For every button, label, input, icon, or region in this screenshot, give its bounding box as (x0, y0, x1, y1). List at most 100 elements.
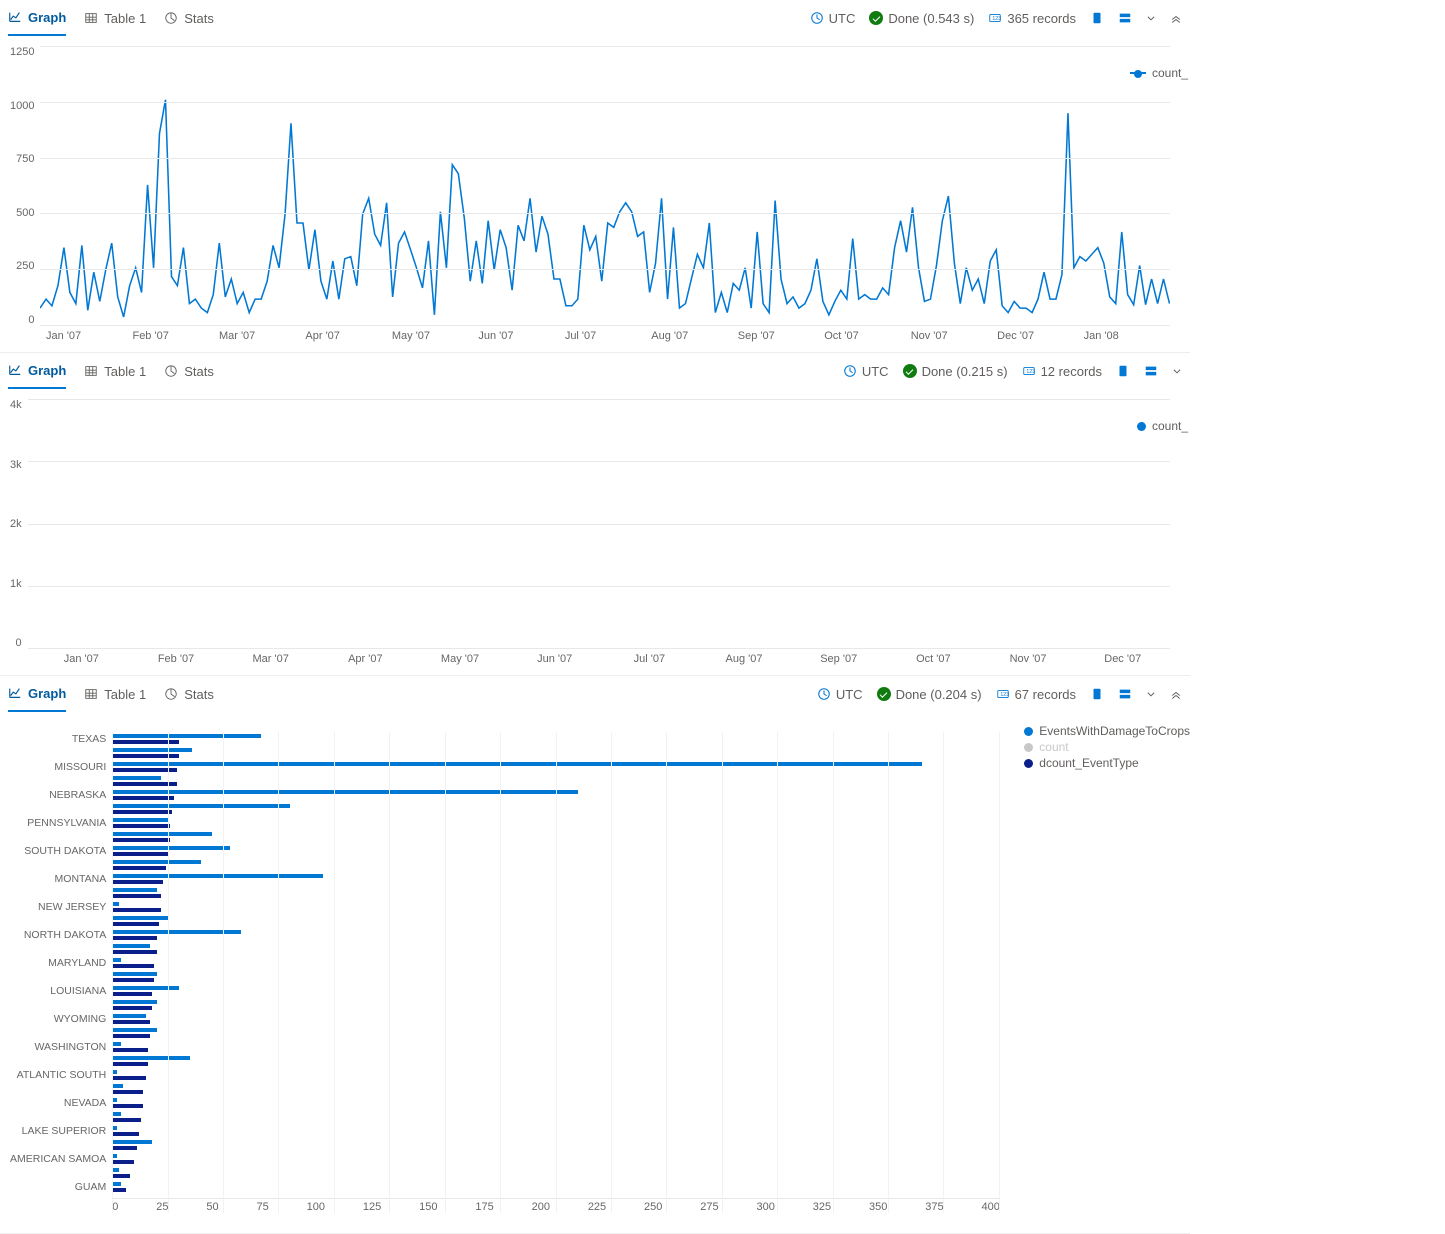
hbar[interactable] (112, 922, 159, 926)
hbar[interactable] (112, 1090, 143, 1094)
tab-stats[interactable]: Stats (164, 676, 214, 712)
hbar[interactable] (112, 1056, 190, 1060)
hbar[interactable] (112, 978, 154, 982)
hbar[interactable] (112, 776, 161, 780)
copy-button[interactable] (1116, 364, 1130, 378)
hbar[interactable] (112, 754, 179, 758)
hbar[interactable] (112, 866, 165, 870)
tab-graph[interactable]: Graph (8, 353, 66, 389)
legend-item[interactable]: count (1024, 740, 1190, 754)
hbar[interactable] (112, 902, 119, 906)
hbar[interactable] (112, 992, 152, 996)
hbar[interactable] (112, 1174, 130, 1178)
hbar[interactable] (112, 1014, 145, 1018)
hbar[interactable] (112, 908, 161, 912)
plot-body (28, 399, 1170, 649)
hbar[interactable] (112, 972, 156, 976)
hbar[interactable] (112, 986, 179, 990)
hbar[interactable] (112, 944, 150, 948)
hbar[interactable] (112, 894, 161, 898)
hbar[interactable] (112, 1098, 116, 1102)
hbar[interactable] (112, 880, 163, 884)
tab-table[interactable]: Table 1 (84, 676, 146, 712)
tab-stats[interactable]: Stats (164, 0, 214, 36)
tab-graph[interactable]: Graph (8, 0, 66, 36)
hbar[interactable] (112, 888, 156, 892)
legend-item[interactable]: EventsWithDamageToCrops (1024, 724, 1190, 738)
hbar[interactable] (112, 916, 167, 920)
hbar[interactable] (112, 1104, 143, 1108)
hbar[interactable] (112, 852, 167, 856)
tab-label: Graph (28, 363, 66, 378)
legend-item[interactable]: dcount_EventType (1024, 756, 1190, 770)
hbar[interactable] (112, 748, 192, 752)
hbar[interactable] (112, 762, 922, 766)
hbar[interactable] (112, 930, 241, 934)
copy-button[interactable] (1090, 11, 1104, 25)
hbar[interactable] (112, 782, 176, 786)
hbar[interactable] (112, 874, 323, 878)
hbar[interactable] (112, 838, 170, 842)
hbar[interactable] (112, 860, 201, 864)
collapse-button[interactable] (1170, 688, 1182, 700)
hbar[interactable] (112, 936, 156, 940)
hbar[interactable] (112, 832, 212, 836)
layout-button[interactable] (1118, 11, 1132, 25)
hbar[interactable] (112, 1000, 156, 1004)
timezone-status[interactable]: UTC (817, 687, 863, 702)
hbar[interactable] (112, 1042, 121, 1046)
hbar[interactable] (112, 1006, 152, 1010)
hbar[interactable] (112, 1062, 148, 1066)
legend-swatch (1024, 727, 1033, 736)
hbar[interactable] (112, 1126, 116, 1130)
hbar[interactable] (112, 958, 121, 962)
layout-button[interactable] (1144, 364, 1158, 378)
hbar[interactable] (112, 1118, 141, 1122)
hbar[interactable] (112, 1154, 116, 1158)
hbar[interactable] (112, 846, 230, 850)
timezone-status[interactable]: UTC (843, 364, 889, 379)
hbar[interactable] (112, 1140, 152, 1144)
hbar[interactable] (112, 810, 172, 814)
chevron-down-button[interactable] (1146, 689, 1156, 699)
hbar[interactable] (112, 1076, 145, 1080)
hbar[interactable] (112, 740, 179, 744)
hbar[interactable] (112, 1182, 121, 1186)
hbar[interactable] (112, 734, 261, 738)
timezone-status[interactable]: UTC (810, 11, 856, 26)
hbar[interactable] (112, 1048, 148, 1052)
hbar[interactable] (112, 804, 290, 808)
chevron-down-button[interactable] (1172, 366, 1182, 376)
hbar[interactable] (112, 1188, 125, 1192)
hbar[interactable] (112, 1070, 116, 1074)
records-icon: 123 (996, 687, 1010, 701)
hbar[interactable] (112, 790, 578, 794)
copy-button[interactable] (1090, 687, 1104, 701)
hbar[interactable] (112, 964, 154, 968)
hbar[interactable] (112, 1084, 123, 1088)
done-status: Done (0.215 s) (903, 364, 1008, 379)
hbar[interactable] (112, 1112, 121, 1116)
hbar[interactable] (112, 796, 174, 800)
tab-stats[interactable]: Stats (164, 353, 214, 389)
chevron-down-button[interactable] (1146, 13, 1156, 23)
layout-button[interactable] (1118, 687, 1132, 701)
tab-graph[interactable]: Graph (8, 676, 66, 712)
tab-table[interactable]: Table 1 (84, 353, 146, 389)
hbar[interactable] (112, 824, 170, 828)
hbar[interactable] (112, 1132, 139, 1136)
hbar-row (112, 802, 1000, 816)
hbar[interactable] (112, 950, 156, 954)
hbar[interactable] (112, 1020, 150, 1024)
tab-table[interactable]: Table 1 (84, 0, 146, 36)
x-axis: 0255075100125150175200225250275300325350… (112, 1198, 1000, 1213)
hbar[interactable] (112, 768, 176, 772)
hbar[interactable] (112, 1146, 136, 1150)
table-icon (84, 364, 98, 378)
hbar[interactable] (112, 1160, 134, 1164)
hbar[interactable] (112, 818, 167, 822)
hbar[interactable] (112, 1034, 150, 1038)
hbar[interactable] (112, 1168, 119, 1172)
hbar[interactable] (112, 1028, 156, 1032)
collapse-button[interactable] (1170, 12, 1182, 24)
